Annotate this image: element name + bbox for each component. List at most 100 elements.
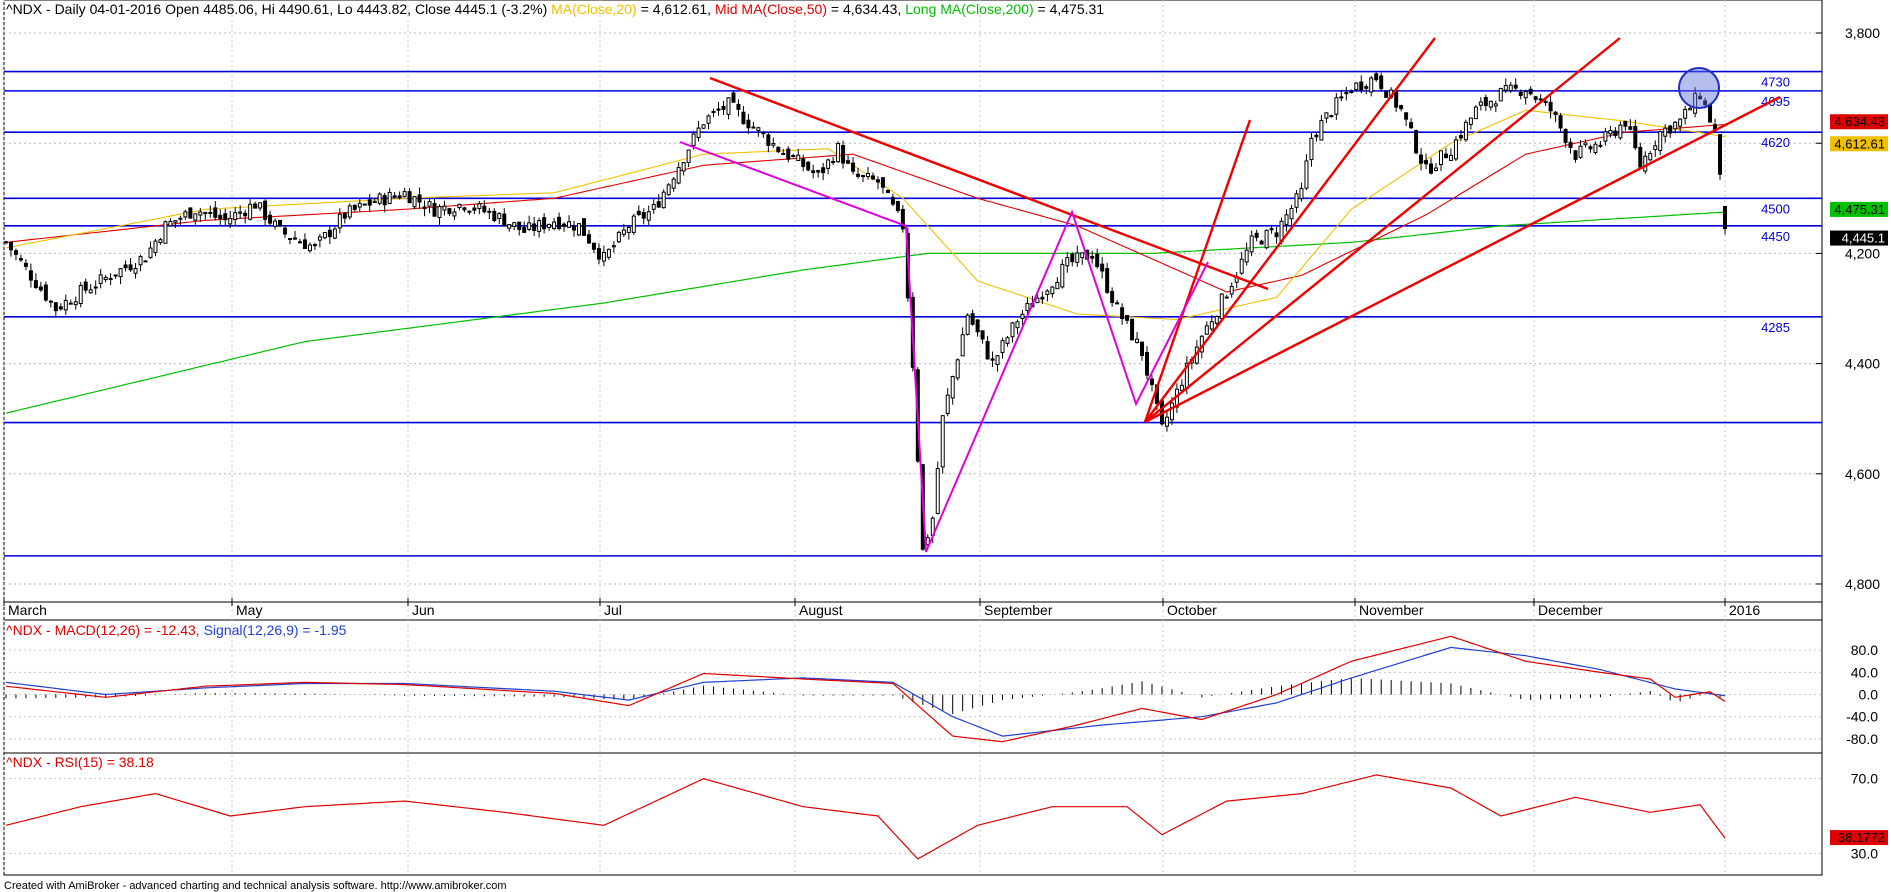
candle-up (1309, 137, 1314, 161)
candle-down (1443, 153, 1448, 159)
trend-line (1144, 37, 1621, 423)
footer-credit: Created with AmiBroker - advanced charti… (4, 880, 507, 892)
ma200-line (5, 211, 1726, 414)
candle-down (970, 313, 975, 325)
candle-up (1503, 85, 1508, 91)
price-tick-label: 4,400 (1845, 356, 1880, 372)
candle-up (552, 221, 557, 229)
candle-down (1224, 296, 1229, 299)
candle-down (1573, 150, 1578, 160)
candle-down (1125, 314, 1130, 321)
candle-up (183, 211, 188, 218)
candle-down (591, 242, 596, 250)
price-tick-label: 4,200 (1845, 245, 1880, 261)
candle-up (691, 133, 696, 147)
candle-up (537, 220, 542, 232)
candle-up (1060, 263, 1065, 288)
candle-up (457, 203, 462, 209)
macd-plot: 80.0 40.0 0.0 -40.0 -80.0 (5, 635, 1878, 747)
candle-down (846, 160, 851, 164)
trend-line (1144, 37, 1436, 423)
candle-up (173, 220, 178, 223)
candle-up (198, 211, 203, 216)
candle-up (1020, 313, 1025, 320)
candle-up (148, 247, 153, 259)
candle-down (1483, 97, 1488, 107)
candles (4, 72, 1727, 551)
candle-up (1678, 118, 1683, 127)
candle-up (487, 210, 492, 213)
candle-down (532, 223, 537, 232)
candle-up (1000, 340, 1005, 354)
candle-down (58, 306, 63, 310)
candle-down (641, 212, 646, 219)
candle-up (477, 203, 482, 209)
candle-up (497, 213, 502, 220)
candle-up (711, 111, 716, 114)
candle-up (945, 394, 950, 414)
candle-up (362, 203, 367, 206)
trend-line (1143, 119, 1252, 423)
candle-up (676, 167, 681, 184)
candle-up (1438, 150, 1443, 166)
candle-up (307, 244, 312, 252)
candle-up (1319, 119, 1324, 141)
candle-up (163, 221, 168, 244)
level-label: 4695 (1761, 94, 1790, 109)
candle-up (1035, 297, 1040, 304)
candle-up (203, 212, 208, 215)
candle-up (1578, 145, 1583, 158)
candle-down (856, 173, 861, 177)
candle-up (452, 211, 457, 217)
value-tag-box (1830, 201, 1888, 217)
candle-up (1324, 112, 1329, 119)
price-header: ^NDX - Daily 04-01-2016 Open 4485.06, Hi… (6, 1, 1104, 17)
candle-down (302, 239, 307, 250)
candle-up (1603, 131, 1608, 142)
candle-up (1493, 103, 1498, 107)
candle-up (826, 159, 831, 169)
candle-up (626, 226, 631, 233)
candle-up (1179, 384, 1184, 391)
candle-down (1553, 111, 1558, 116)
candle-down (636, 210, 641, 216)
candle-up (168, 220, 173, 227)
candle-down (885, 189, 890, 194)
candle-up (1304, 160, 1309, 189)
candle-up (78, 284, 83, 304)
level-label: 4730 (1761, 75, 1790, 90)
candle-down (1708, 104, 1713, 123)
candle-up (118, 268, 123, 278)
candle-down (791, 155, 796, 158)
candle-up (1299, 188, 1304, 200)
highlight-circle (1678, 67, 1720, 109)
candle-up (1289, 207, 1294, 220)
candle-up (577, 223, 581, 236)
candle-up (1434, 167, 1439, 171)
candle-down (372, 201, 377, 203)
ma20-line (5, 109, 1726, 321)
candle-down (1379, 75, 1384, 90)
candle-up (1523, 91, 1528, 99)
candle-up (63, 299, 68, 311)
candle-down (1703, 100, 1708, 106)
candle-down (1070, 253, 1075, 263)
candle-down (1349, 90, 1354, 94)
candle-down (28, 270, 33, 281)
candle-down (1568, 141, 1573, 148)
value-tag-text: 4,475.31 (1834, 202, 1885, 217)
candle-down (1254, 232, 1259, 238)
value-tag-text: 4,612.61 (1834, 136, 1885, 151)
candle-up (1508, 84, 1513, 92)
candle-down (1364, 86, 1369, 89)
candle-down (53, 302, 58, 312)
candle-up (427, 201, 432, 207)
horizontal-levels: 4730 4695 4620 4500 4450 4285 (4, 70, 1822, 557)
candle-down (1040, 296, 1045, 300)
rsi-header: ^NDX - RSI(15) = 38.18 (6, 754, 154, 770)
candle-down (890, 196, 895, 205)
candle-down (1269, 228, 1274, 231)
candle-down (980, 330, 985, 340)
candle-up (756, 127, 761, 131)
candle-up (1045, 290, 1050, 295)
